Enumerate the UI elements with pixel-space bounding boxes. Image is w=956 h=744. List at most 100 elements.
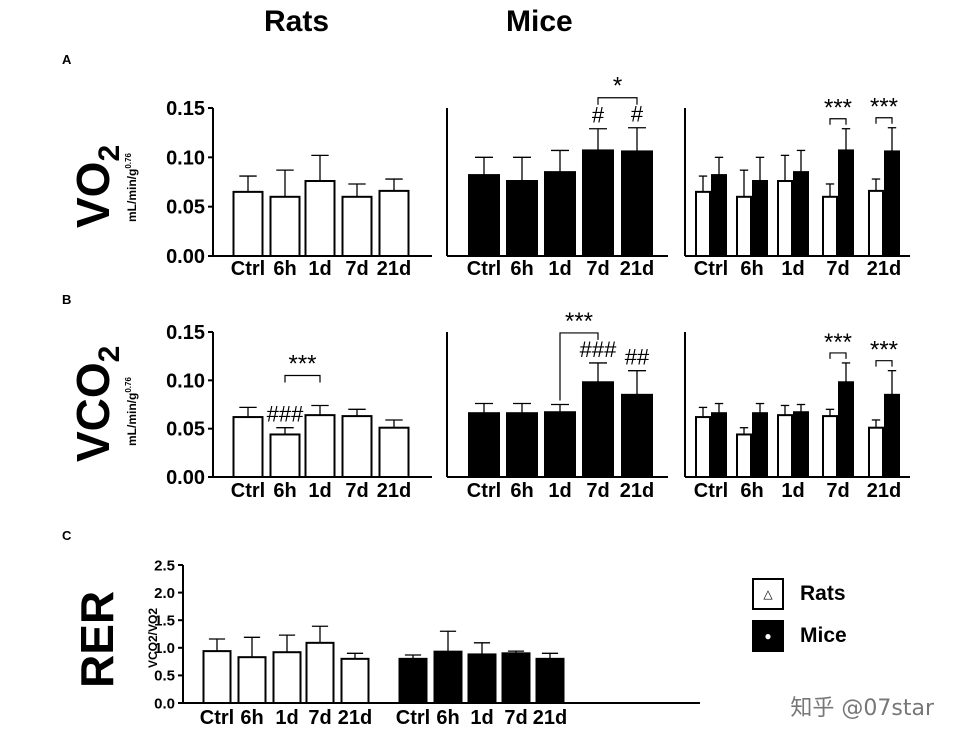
significance-label: *** bbox=[288, 350, 316, 377]
bar-rats bbox=[237, 656, 267, 705]
y-tick-label: 0.15 bbox=[166, 98, 205, 120]
bar-rats bbox=[777, 414, 793, 478]
y-tick-label: 0.00 bbox=[166, 467, 205, 489]
bar-mice bbox=[398, 657, 428, 705]
x-tick-label: 6h bbox=[273, 258, 296, 280]
x-tick-label: 6h bbox=[510, 480, 533, 502]
panel-label-b: B bbox=[62, 292, 72, 307]
significance-label: *** bbox=[824, 95, 852, 122]
x-tick-label: 6h bbox=[740, 480, 763, 502]
bar-mice bbox=[433, 650, 463, 704]
bar-mice bbox=[752, 412, 768, 479]
bar-rats bbox=[822, 195, 838, 258]
y-tick-label: 1.0 bbox=[154, 640, 175, 657]
x-tick-label: 1d bbox=[308, 258, 331, 280]
x-tick-label: 21d bbox=[867, 480, 901, 502]
x-tick-label: Ctrl bbox=[231, 480, 265, 502]
annotation-hash: # bbox=[592, 103, 605, 128]
x-tick-label: 1d bbox=[470, 707, 493, 729]
x-tick-label: 21d bbox=[377, 258, 411, 280]
bar-rats bbox=[304, 180, 336, 257]
bar-mice bbox=[711, 174, 727, 258]
x-tick-label: 1d bbox=[548, 258, 571, 280]
x-tick-label: Ctrl bbox=[396, 707, 430, 729]
significance-bracket bbox=[284, 374, 321, 383]
bar-rats bbox=[736, 195, 752, 258]
significance-bracket bbox=[829, 118, 847, 125]
bar-mice bbox=[582, 149, 614, 257]
x-tick-label: 1d bbox=[781, 258, 804, 280]
significance-bracket bbox=[875, 360, 893, 367]
x-tick-label: 6h bbox=[240, 707, 263, 729]
significance-label: *** bbox=[870, 337, 898, 364]
legend-swatch-rats: △ bbox=[752, 578, 784, 610]
bar-mice bbox=[468, 174, 500, 258]
significance-bracket bbox=[829, 352, 847, 359]
bar-mice bbox=[544, 171, 576, 257]
bar-mice bbox=[621, 393, 653, 479]
x-tick-label: 6h bbox=[510, 258, 533, 280]
x-tick-label: 1d bbox=[548, 480, 571, 502]
annotation-hash: ### bbox=[267, 402, 304, 427]
legend-label-mice: Mice bbox=[800, 624, 847, 647]
y-tick-label: 0.5 bbox=[154, 668, 175, 685]
x-tick-label: 21d bbox=[867, 258, 901, 280]
significance-label: *** bbox=[565, 308, 593, 335]
x-tick-label: 21d bbox=[377, 480, 411, 502]
bar-mice bbox=[501, 652, 531, 705]
bar-rats bbox=[868, 426, 884, 479]
y-tick-label: 0.05 bbox=[166, 419, 205, 441]
bar-mice bbox=[838, 381, 854, 478]
y-tick-label: 2.0 bbox=[154, 585, 175, 602]
bar-mice bbox=[838, 149, 854, 257]
bar-mice bbox=[467, 653, 497, 705]
bar-rats bbox=[341, 195, 373, 258]
y-tick-label: 0.05 bbox=[166, 197, 205, 219]
y-tick-label: 0.15 bbox=[166, 322, 205, 344]
x-tick-label: 21d bbox=[533, 707, 567, 729]
x-tick-label: 7d bbox=[826, 480, 849, 502]
bar-mice bbox=[752, 180, 768, 257]
y-tick-label: 0.0 bbox=[154, 695, 175, 712]
x-tick-label: 7d bbox=[826, 258, 849, 280]
x-tick-label: Ctrl bbox=[694, 480, 728, 502]
annotation-hash: # bbox=[631, 102, 644, 127]
bar-rats bbox=[305, 641, 335, 704]
bar-mice bbox=[544, 411, 576, 479]
x-tick-label: 7d bbox=[345, 258, 368, 280]
bar-rats bbox=[232, 190, 264, 257]
bar-rats bbox=[378, 189, 410, 258]
x-tick-label: Ctrl bbox=[694, 258, 728, 280]
significance-bracket bbox=[597, 97, 638, 105]
bar-mice bbox=[535, 657, 565, 705]
annotation-hash: ### bbox=[580, 337, 617, 362]
x-tick-label: 1d bbox=[781, 480, 804, 502]
x-tick-label: 7d bbox=[504, 707, 527, 729]
bar-rats bbox=[304, 414, 336, 478]
bar-mice bbox=[506, 412, 538, 479]
annotation-hash: ## bbox=[625, 345, 650, 370]
bar-rats bbox=[695, 416, 711, 479]
bar-rats bbox=[269, 195, 301, 258]
x-tick-label: 7d bbox=[345, 480, 368, 502]
y-tick-label: 0.10 bbox=[166, 370, 205, 392]
bar-rats bbox=[232, 416, 264, 479]
x-tick-label: 6h bbox=[740, 258, 763, 280]
bar-rats bbox=[822, 415, 838, 479]
y-tick-label: 0.10 bbox=[166, 147, 205, 169]
bar-mice bbox=[884, 150, 900, 257]
legend-swatch-mice: ● bbox=[752, 620, 784, 652]
x-tick-label: 21d bbox=[620, 480, 654, 502]
bar-rats bbox=[777, 180, 793, 257]
bar-mice bbox=[582, 381, 614, 478]
x-tick-label: Ctrl bbox=[467, 258, 501, 280]
panel-label-a: A bbox=[62, 52, 72, 67]
y-tick-label: 0.00 bbox=[166, 246, 205, 268]
bar-rats bbox=[340, 657, 370, 705]
x-tick-label: 7d bbox=[308, 707, 331, 729]
y-tick-label: 1.5 bbox=[154, 612, 175, 629]
bar-rats bbox=[272, 651, 302, 705]
significance-label: *** bbox=[870, 94, 898, 121]
bar-rats bbox=[736, 433, 752, 479]
